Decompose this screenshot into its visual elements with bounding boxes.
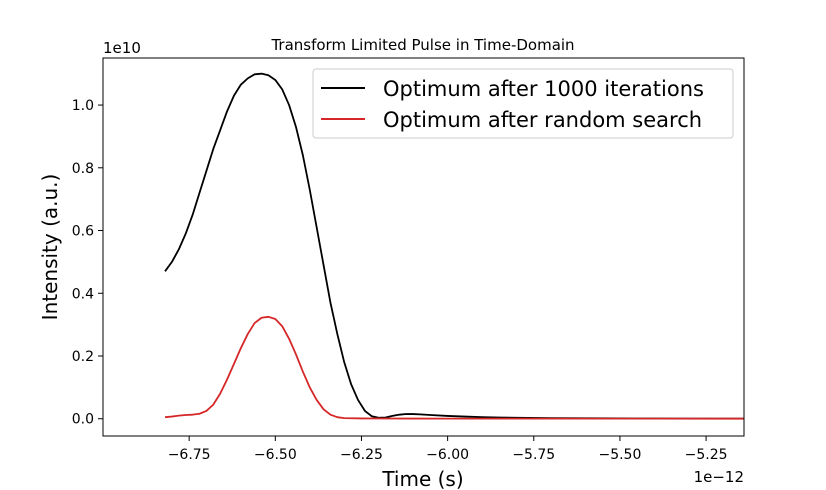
series-line-1 — [164, 315, 744, 420]
y-axis-ticks: 0.0 0.2 0.4 0.6 0.8 1.0 — [72, 98, 103, 428]
x-axis-title: Time (s) — [381, 467, 463, 490]
y-axis-title: Intensity (a.u.) — [38, 174, 62, 321]
y-tick-label: 1.0 — [72, 98, 94, 114]
legend-label-0: Optimum after 1000 iterations — [383, 77, 704, 101]
plot-area — [102, 57, 745, 437]
legend-box — [312, 68, 734, 139]
plot-frame — [102, 57, 745, 437]
series-line-0 — [164, 72, 744, 420]
chart-title: Transform Limited Pulse in Time-Domain — [270, 36, 574, 54]
x-tick-label: −6.00 — [426, 447, 469, 463]
y-tick-label: 0.6 — [72, 224, 94, 240]
x-tick-label: −6.75 — [168, 447, 211, 463]
x-axis-ticks: −6.75 −6.50 −6.25 −6.00 −5.75 −5.50 −5.25 — [168, 436, 728, 463]
x-tick-label: −5.75 — [512, 447, 555, 463]
legend-label-1: Optimum after random search — [383, 108, 702, 132]
y-tick-label: 0.0 — [72, 412, 94, 428]
x-tick-label: −5.50 — [598, 447, 641, 463]
y-tick-label: 0.4 — [72, 286, 94, 302]
y-tick-label: 0.2 — [72, 349, 94, 365]
x-axis-offset-label: 1e−12 — [694, 468, 744, 486]
x-tick-label: −6.50 — [254, 447, 297, 463]
y-axis-offset-label: 1e10 — [103, 39, 141, 57]
legend: Optimum after 1000 iterations Optimum aft… — [312, 68, 734, 139]
x-tick-label: −6.25 — [340, 447, 383, 463]
x-tick-label: −5.25 — [685, 447, 728, 463]
y-tick-label: 0.8 — [72, 161, 94, 177]
